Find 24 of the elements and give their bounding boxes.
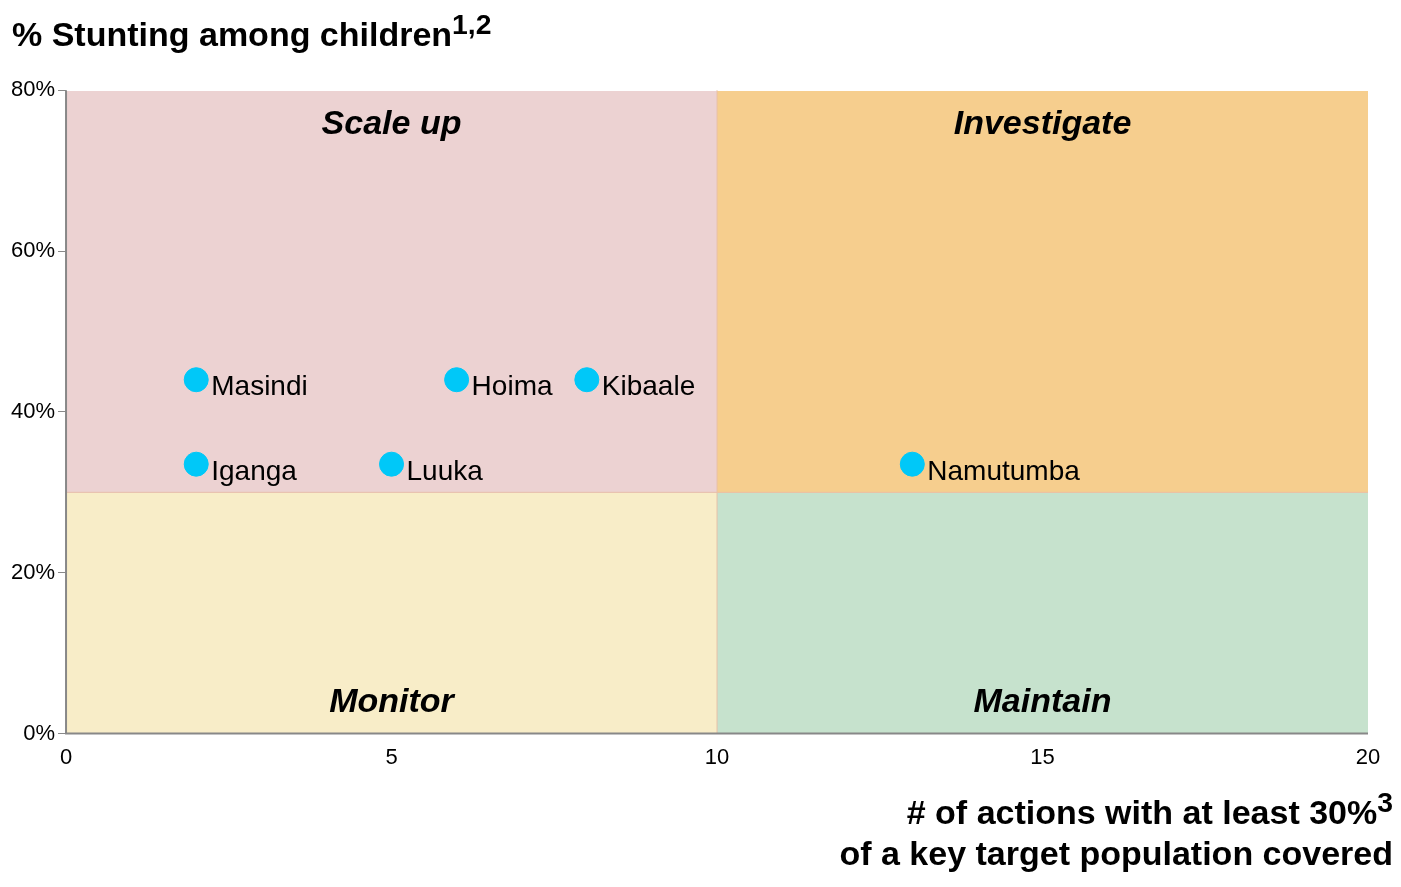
y-tick-label: 0% (23, 719, 56, 745)
y-tick-label: 40% (10, 398, 56, 424)
annotation: Kibaale (601, 370, 696, 402)
x-tick-label: 10 (704, 744, 730, 770)
annotation: Namutumba (927, 455, 1081, 487)
quadrant-panel: Maintain (717, 492, 1368, 734)
annotation: Luuka (406, 455, 484, 487)
annotation: Hoima (471, 370, 553, 402)
y-tick-label: 80% (10, 76, 56, 102)
quadrant-panel: Monitor (66, 492, 717, 734)
x-tick-label: 15 (1030, 744, 1055, 770)
annotation: Investigate (953, 102, 1132, 142)
x-axis-title: # of actions with at least 30%$^{3}$ of a key target population covered (838, 786, 1393, 875)
x-tick-label: 20 (1355, 744, 1381, 770)
annotation: Scale up (321, 102, 462, 142)
y-tick-label: 60% (10, 237, 56, 263)
annotation: Monitor (329, 680, 454, 720)
annotation: Maintain (973, 680, 1112, 720)
annotation: Masindi (211, 370, 308, 402)
chart-title: % Stunting among children$^{1,2}$ (12, 8, 493, 55)
annotation: Iganga (211, 455, 298, 487)
x-tick-label: 0 (59, 744, 73, 770)
y-tick-label: 20% (10, 559, 56, 585)
x-tick-label: 5 (385, 744, 398, 770)
